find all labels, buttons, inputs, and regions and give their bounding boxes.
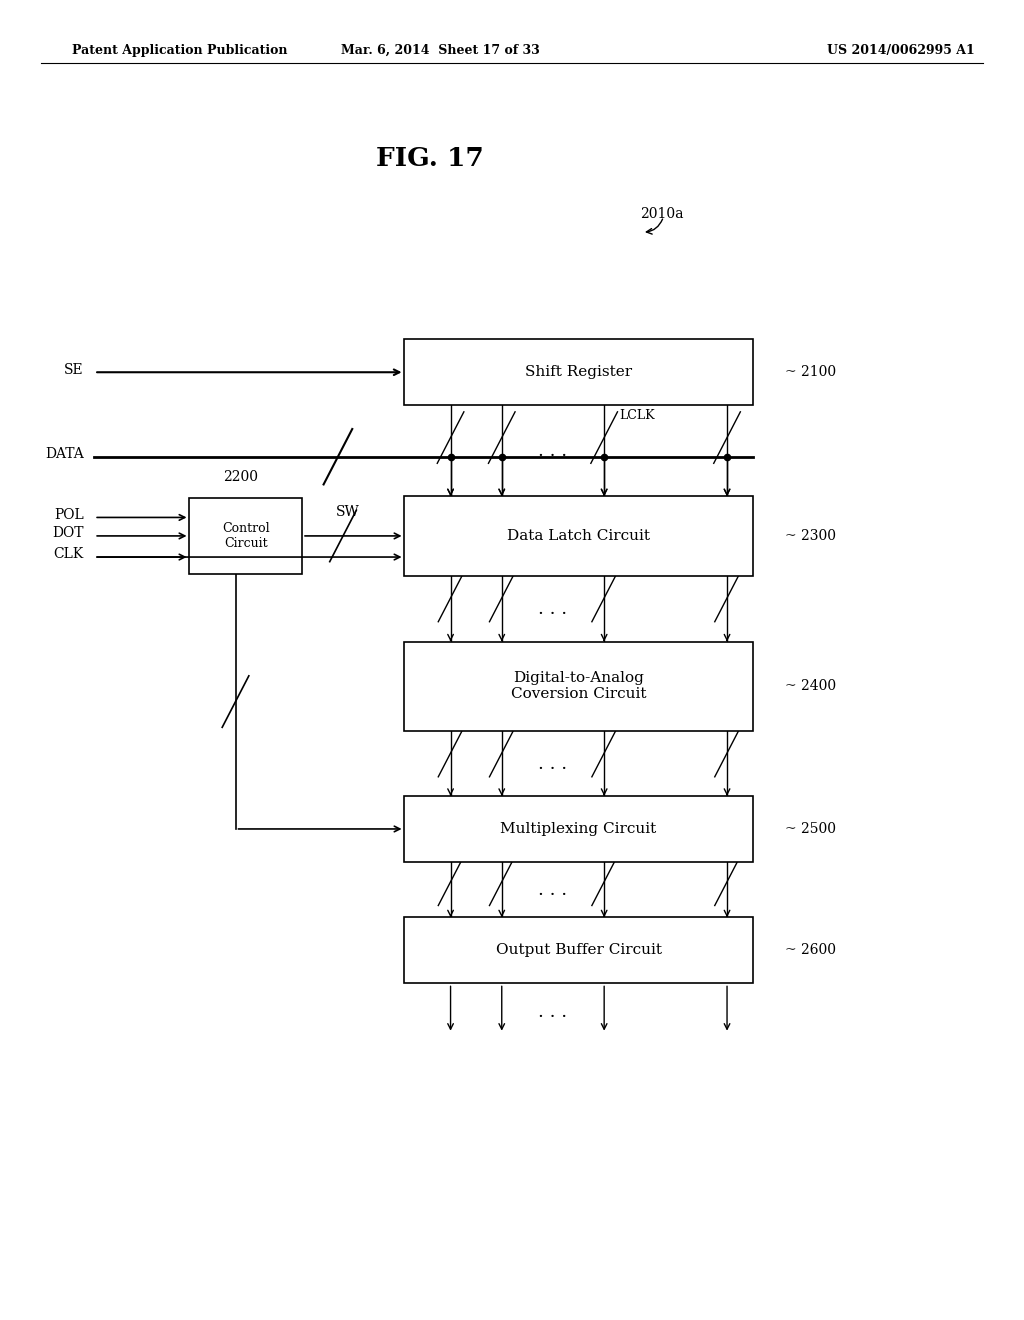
FancyBboxPatch shape bbox=[404, 339, 753, 405]
Text: Multiplexing Circuit: Multiplexing Circuit bbox=[501, 822, 656, 836]
Text: CLK: CLK bbox=[53, 548, 84, 561]
Text: 2010a: 2010a bbox=[640, 207, 683, 220]
Text: US 2014/0062995 A1: US 2014/0062995 A1 bbox=[827, 44, 975, 57]
FancyBboxPatch shape bbox=[404, 796, 753, 862]
Text: . . .: . . . bbox=[539, 1003, 567, 1022]
FancyBboxPatch shape bbox=[404, 917, 753, 983]
Text: SW: SW bbox=[336, 506, 359, 519]
Text: Data Latch Circuit: Data Latch Circuit bbox=[507, 529, 650, 543]
Text: DATA: DATA bbox=[45, 447, 84, 461]
Text: SE: SE bbox=[65, 363, 84, 376]
Text: 2200: 2200 bbox=[223, 470, 258, 483]
Text: LCLK: LCLK bbox=[620, 409, 655, 422]
Text: . . .: . . . bbox=[539, 442, 567, 459]
Text: . . .: . . . bbox=[539, 755, 567, 772]
Text: . . .: . . . bbox=[539, 599, 567, 618]
Text: Control
Circuit: Control Circuit bbox=[222, 521, 269, 550]
Text: ~ 2300: ~ 2300 bbox=[785, 529, 837, 543]
Text: . . .: . . . bbox=[539, 880, 567, 899]
Text: ~ 2500: ~ 2500 bbox=[785, 822, 837, 836]
Text: Patent Application Publication: Patent Application Publication bbox=[72, 44, 287, 57]
FancyBboxPatch shape bbox=[404, 496, 753, 576]
Text: Output Buffer Circuit: Output Buffer Circuit bbox=[496, 944, 662, 957]
Text: DOT: DOT bbox=[52, 527, 84, 540]
Text: ~ 2600: ~ 2600 bbox=[785, 944, 837, 957]
Text: Shift Register: Shift Register bbox=[525, 366, 632, 379]
FancyBboxPatch shape bbox=[189, 498, 302, 574]
Text: Digital-to-Analog
Coversion Circuit: Digital-to-Analog Coversion Circuit bbox=[511, 672, 646, 701]
Text: Mar. 6, 2014  Sheet 17 of 33: Mar. 6, 2014 Sheet 17 of 33 bbox=[341, 44, 540, 57]
Text: ~ 2100: ~ 2100 bbox=[785, 366, 837, 379]
Text: POL: POL bbox=[54, 508, 84, 521]
Text: ~ 2400: ~ 2400 bbox=[785, 680, 837, 693]
Text: FIG. 17: FIG. 17 bbox=[376, 147, 484, 170]
FancyBboxPatch shape bbox=[404, 642, 753, 731]
